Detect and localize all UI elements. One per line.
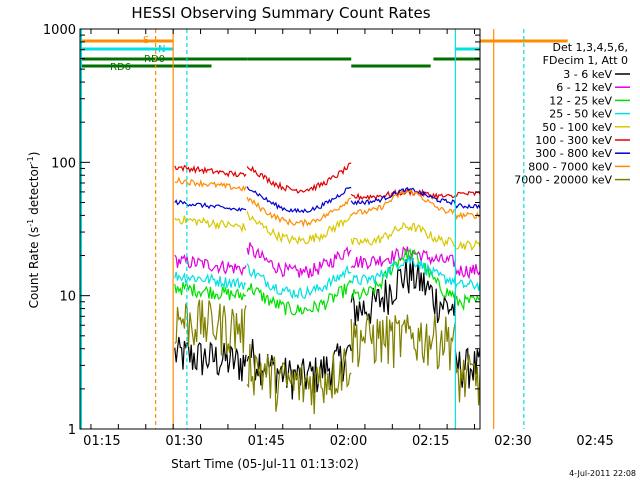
legend-header-line-2: FDecim 1, Att 0	[543, 54, 628, 67]
series-line-2	[174, 242, 480, 280]
x-tick-label-0115: 01:15	[83, 434, 120, 449]
x-tick-label-0145: 01:45	[248, 434, 285, 449]
legend-label-7: 300 - 800 keV	[535, 147, 612, 160]
legend-label-5: 50 - 100 keV	[542, 121, 612, 134]
series-line-4	[174, 254, 480, 300]
x-tick-label-0215: 02:15	[412, 434, 449, 449]
series-line-7	[174, 186, 480, 214]
y-tick-label-10: 10	[59, 290, 76, 305]
series-line-1	[174, 258, 480, 400]
legend-label-6: 100 - 300 keV	[535, 134, 612, 147]
series-line-8	[174, 176, 480, 228]
legend-label-8: 800 - 7000 keV	[528, 160, 612, 173]
x-tick-label-0200: 02:00	[330, 434, 367, 449]
y-axis-label: Count Rate (s-1 detector-1)	[26, 152, 41, 309]
y-tick-label-100: 100	[51, 156, 76, 171]
series-line-6	[174, 162, 480, 201]
legend-label-2: 6 - 12 keV	[556, 81, 612, 94]
legend-header-line-1: Det 1,3,4,5,6,	[552, 41, 628, 54]
y-tick-label-1000: 1000	[43, 23, 76, 38]
x-tick-label-0130: 01:30	[165, 434, 202, 449]
x-tick-label-0245: 02:45	[576, 434, 613, 449]
series-group	[174, 162, 480, 415]
series-line-5	[174, 210, 480, 252]
legend-label-4: 25 - 50 keV	[549, 108, 612, 121]
chart-title: HESSI Observing Summary Count Rates	[131, 4, 430, 22]
legend-label-1: 3 - 6 keV	[563, 68, 612, 81]
x-tick-label-0230: 02:30	[494, 434, 531, 449]
series-line-9	[174, 299, 480, 415]
axes-frame	[79, 28, 481, 430]
series-line-3	[174, 247, 480, 316]
axes: 1 10 100 1000 01:15 01:30 01:45 02:00 02:15 02:30…	[43, 23, 614, 449]
legend-label-3: 12 - 25 keV	[549, 94, 612, 107]
y-tick-label-1: 1	[68, 423, 76, 438]
legend-label-9: 7000 - 20000 keV	[514, 174, 612, 187]
plot-area	[80, 29, 568, 429]
timestamp: 4-Jul-2011 22:08	[569, 469, 636, 478]
x-axis-label: Start Time (05-Jul-11 01:13:02)	[171, 457, 359, 471]
